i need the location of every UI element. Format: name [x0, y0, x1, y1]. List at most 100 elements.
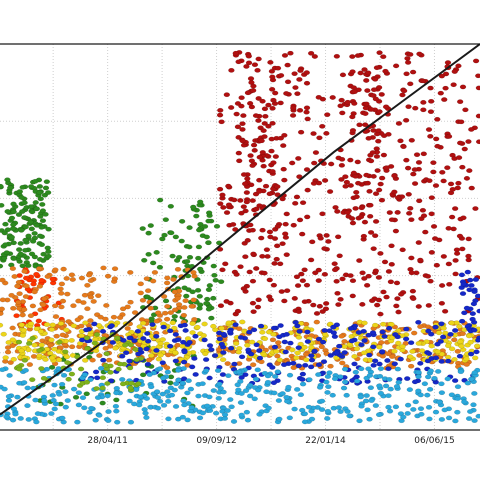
data-point — [261, 270, 268, 276]
data-point — [215, 395, 222, 401]
data-point — [386, 377, 393, 382]
data-point — [359, 301, 366, 307]
data-point — [99, 375, 107, 381]
data-point — [21, 215, 28, 220]
data-point — [100, 265, 107, 271]
data-point — [349, 220, 357, 226]
data-point — [15, 339, 23, 345]
data-point — [361, 338, 368, 343]
data-point — [376, 50, 383, 56]
data-point — [281, 177, 288, 183]
data-point — [388, 217, 396, 223]
data-point — [195, 255, 202, 261]
data-point — [181, 402, 188, 408]
data-point — [201, 321, 208, 327]
data-point — [424, 374, 432, 380]
data-point — [271, 261, 278, 266]
data-point — [363, 282, 371, 288]
data-point — [417, 406, 425, 412]
data-point — [45, 253, 52, 259]
data-point — [358, 403, 365, 409]
data-point — [104, 273, 112, 279]
data-point — [467, 351, 475, 357]
data-point — [454, 185, 461, 191]
data-point — [56, 391, 63, 397]
data-point — [218, 341, 226, 347]
data-point — [385, 351, 392, 357]
data-point — [148, 316, 155, 322]
data-point — [248, 339, 256, 345]
data-point — [422, 229, 429, 235]
data-point — [149, 322, 156, 327]
data-point — [274, 369, 282, 375]
data-point — [281, 298, 288, 304]
data-point — [25, 263, 32, 268]
data-point — [382, 104, 390, 110]
data-point — [26, 362, 34, 367]
data-point — [0, 306, 5, 312]
data-point — [282, 349, 289, 355]
data-point — [355, 180, 362, 186]
data-point — [167, 310, 175, 316]
data-point — [411, 167, 419, 172]
data-point — [393, 280, 401, 286]
data-point — [124, 304, 131, 310]
data-point — [378, 340, 385, 345]
data-point — [403, 157, 410, 163]
data-point — [400, 144, 407, 150]
data-point — [72, 394, 80, 400]
data-point — [326, 189, 334, 194]
data-point — [451, 378, 459, 383]
data-point — [245, 53, 253, 59]
data-point — [460, 281, 467, 287]
data-point — [142, 410, 149, 416]
data-point — [0, 183, 4, 189]
data-point — [333, 355, 340, 361]
data-point — [82, 320, 89, 326]
data-point — [377, 181, 384, 187]
data-point — [432, 355, 440, 361]
data-point — [96, 353, 103, 359]
data-point — [303, 105, 311, 111]
data-point — [321, 178, 329, 183]
data-point — [331, 334, 339, 340]
data-point — [441, 308, 449, 314]
data-point — [202, 368, 210, 374]
data-point — [239, 319, 246, 325]
data-point — [259, 227, 266, 233]
data-point — [45, 249, 52, 255]
data-point — [323, 379, 330, 385]
data-point — [426, 386, 434, 392]
data-point — [38, 342, 45, 348]
data-point — [219, 357, 227, 363]
data-point — [333, 350, 341, 356]
data-point — [40, 375, 48, 381]
data-point — [223, 210, 231, 215]
data-point — [218, 325, 225, 331]
data-point — [75, 390, 83, 396]
data-point — [466, 287, 473, 293]
data-point — [292, 200, 299, 206]
data-point — [1, 230, 8, 236]
data-point — [10, 406, 18, 412]
data-point — [450, 82, 457, 88]
data-point — [156, 398, 164, 404]
data-point — [23, 283, 30, 289]
data-point — [385, 269, 393, 274]
data-point — [111, 266, 119, 272]
data-point — [159, 337, 166, 342]
data-point — [378, 349, 386, 355]
data-point — [41, 398, 48, 404]
data-point — [156, 197, 164, 203]
data-point — [99, 385, 106, 391]
data-point — [216, 112, 224, 118]
data-point — [308, 344, 315, 350]
data-point — [290, 105, 297, 111]
data-point — [352, 173, 359, 179]
data-point — [255, 96, 262, 101]
data-point — [260, 163, 267, 169]
data-point — [174, 266, 182, 272]
data-point — [374, 168, 381, 173]
data-point — [256, 355, 264, 361]
data-point — [210, 323, 217, 329]
